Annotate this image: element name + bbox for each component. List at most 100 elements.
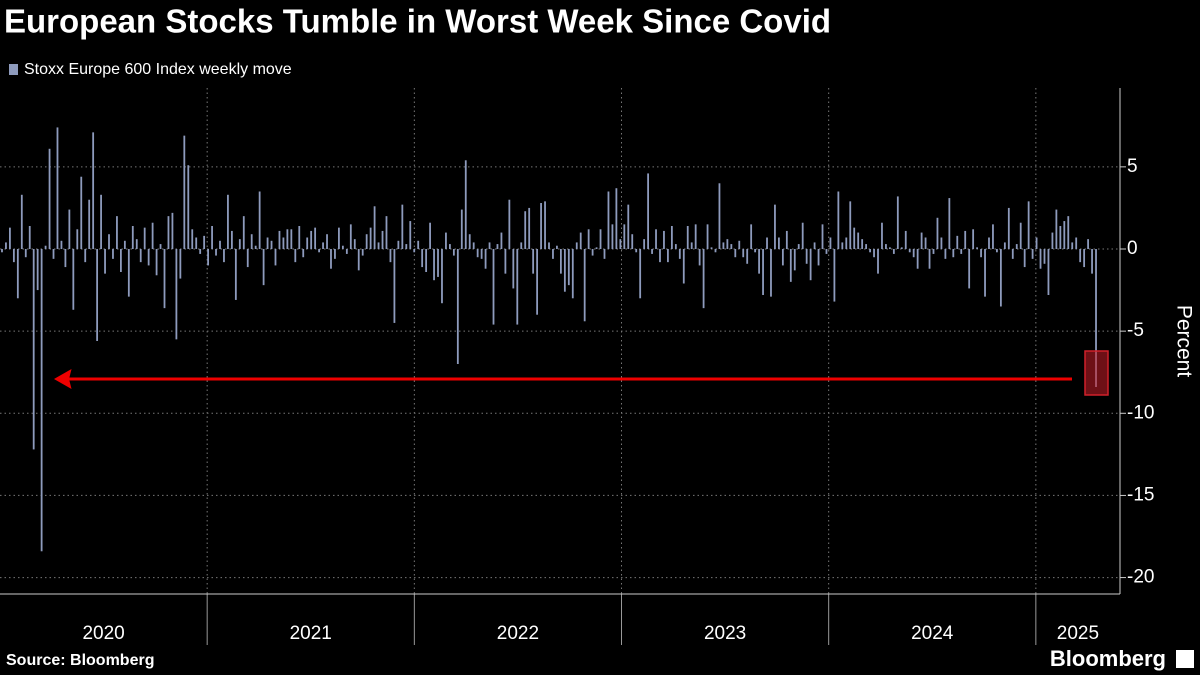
bar bbox=[314, 227, 317, 249]
bar bbox=[659, 249, 661, 263]
source: Source: Bloomberg bbox=[6, 652, 154, 669]
bar bbox=[282, 237, 285, 249]
bar bbox=[357, 249, 360, 271]
bar bbox=[12, 249, 15, 263]
bar bbox=[9, 227, 11, 249]
bar bbox=[885, 244, 887, 249]
bar bbox=[785, 230, 788, 249]
bar bbox=[892, 249, 895, 254]
bar bbox=[147, 249, 150, 266]
bar bbox=[571, 249, 574, 299]
bar bbox=[694, 224, 697, 249]
y-tick-label: -10 bbox=[1127, 402, 1154, 423]
annotation bbox=[53, 350, 1109, 396]
bar bbox=[187, 165, 190, 249]
bar bbox=[159, 244, 162, 249]
bar bbox=[211, 226, 213, 249]
bar bbox=[988, 237, 990, 249]
bar bbox=[278, 230, 281, 249]
bar bbox=[472, 242, 475, 249]
bar bbox=[488, 242, 491, 249]
bar bbox=[651, 249, 653, 254]
bar bbox=[381, 230, 384, 249]
bar bbox=[877, 249, 879, 274]
bar bbox=[266, 237, 269, 249]
bar bbox=[242, 216, 245, 249]
bar bbox=[195, 237, 198, 249]
bar bbox=[1059, 226, 1062, 249]
bar bbox=[492, 249, 495, 325]
bar bbox=[888, 247, 891, 249]
bar bbox=[972, 229, 975, 249]
bar bbox=[916, 249, 919, 269]
bar bbox=[563, 249, 566, 292]
bar bbox=[306, 237, 309, 249]
bar bbox=[119, 249, 122, 272]
bar bbox=[425, 249, 428, 272]
bar bbox=[338, 227, 340, 249]
bar bbox=[702, 249, 705, 309]
bar bbox=[441, 249, 443, 304]
bar bbox=[143, 227, 146, 249]
bar bbox=[468, 234, 471, 249]
bar bbox=[20, 194, 23, 249]
bar bbox=[556, 245, 558, 249]
bar bbox=[341, 245, 344, 249]
bar bbox=[401, 204, 404, 249]
bar bbox=[1003, 242, 1006, 249]
bar bbox=[508, 199, 511, 249]
bar bbox=[742, 249, 745, 258]
bar bbox=[1079, 249, 1082, 263]
bar bbox=[464, 160, 467, 249]
bar bbox=[861, 239, 864, 249]
y-tick-label: -5 bbox=[1127, 320, 1144, 341]
bar bbox=[1035, 237, 1038, 249]
bar bbox=[36, 249, 39, 291]
x-tick-label: 2025 bbox=[1057, 623, 1099, 644]
bar bbox=[108, 234, 110, 249]
bar bbox=[155, 249, 158, 276]
bar bbox=[821, 224, 824, 249]
bar bbox=[797, 244, 800, 249]
bar bbox=[964, 230, 967, 249]
bar bbox=[603, 249, 606, 259]
bar bbox=[718, 183, 721, 249]
bar bbox=[512, 249, 515, 289]
bar bbox=[908, 249, 911, 253]
bar bbox=[298, 226, 301, 249]
bar bbox=[912, 249, 915, 258]
bar bbox=[377, 242, 380, 249]
bar bbox=[682, 249, 685, 284]
bar bbox=[674, 244, 677, 249]
chart-title: European Stocks Tumble in Worst Week Sin… bbox=[4, 3, 831, 40]
bar bbox=[361, 249, 364, 256]
bar bbox=[1087, 239, 1089, 249]
bar bbox=[663, 230, 665, 249]
bar bbox=[286, 229, 289, 249]
bar bbox=[770, 249, 772, 297]
bar bbox=[322, 242, 324, 249]
bar bbox=[1039, 249, 1042, 269]
bar bbox=[127, 249, 130, 297]
bar bbox=[781, 249, 784, 266]
bar bbox=[123, 240, 126, 249]
bar bbox=[920, 232, 923, 249]
bar bbox=[865, 244, 868, 249]
bar bbox=[48, 148, 51, 249]
bar bbox=[928, 249, 931, 269]
bar bbox=[789, 249, 792, 282]
bar bbox=[980, 249, 982, 258]
bar bbox=[32, 249, 35, 450]
legend-swatch bbox=[9, 64, 18, 75]
bar bbox=[1007, 207, 1010, 249]
bar bbox=[516, 249, 519, 325]
y-tick-label: 0 bbox=[1127, 238, 1138, 259]
bar bbox=[999, 249, 1002, 307]
bar bbox=[484, 249, 487, 269]
bar bbox=[599, 229, 602, 249]
bar bbox=[262, 249, 265, 286]
bar bbox=[151, 222, 154, 249]
bar bbox=[750, 224, 753, 249]
brand-logo: Bloomberg bbox=[1050, 646, 1166, 671]
bar bbox=[540, 203, 542, 249]
